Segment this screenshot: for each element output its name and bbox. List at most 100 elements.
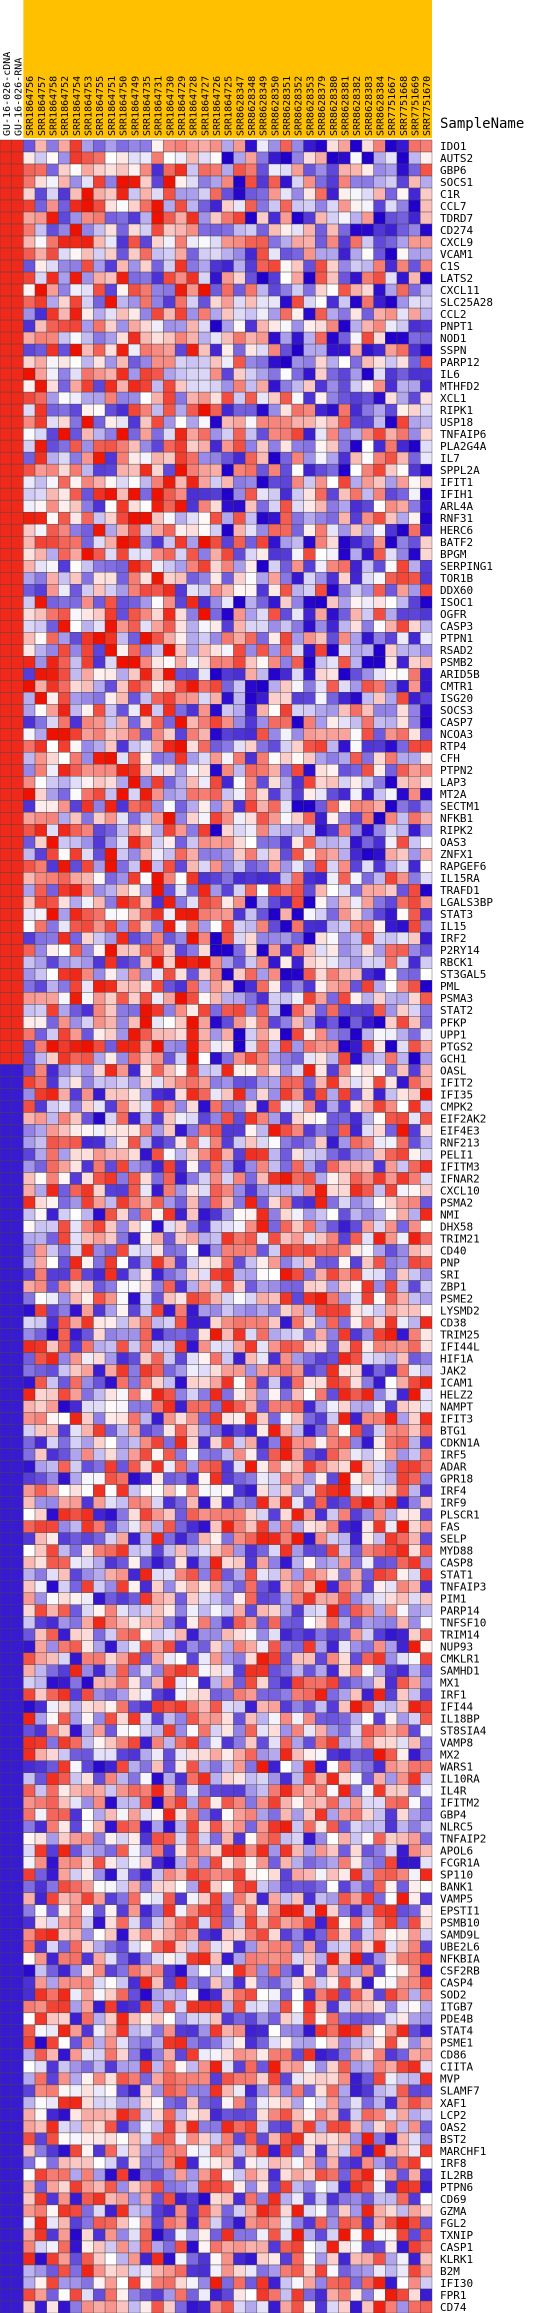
heatmap-cell <box>209 403 223 417</box>
heatmap-cell <box>244 1556 258 1569</box>
heatmap-cell <box>81 1304 94 1317</box>
heatmap-cell <box>315 415 328 429</box>
heatmap-cell <box>303 1676 316 1689</box>
heatmap-cell <box>139 1220 152 1233</box>
heatmap-cell <box>256 259 269 273</box>
heatmap-cell <box>69 1568 82 1581</box>
heatmap-cell <box>139 535 152 549</box>
heatmap-cell <box>0 956 12 969</box>
heatmap-cell <box>116 1340 129 1353</box>
heatmap-cell <box>81 704 94 717</box>
heatmap-cell <box>116 487 129 501</box>
heatmap-cell <box>256 836 269 849</box>
heatmap-cell <box>186 1208 199 1221</box>
heatmap-cell <box>233 776 246 789</box>
heatmap-cell <box>361 1172 374 1185</box>
heatmap-cell <box>209 1232 223 1245</box>
heatmap-cell <box>58 295 71 309</box>
heatmap-cell <box>233 1352 246 1365</box>
heatmap-cell <box>244 1424 258 1437</box>
heatmap-cell <box>303 992 316 1005</box>
heatmap-cell <box>93 403 106 417</box>
heatmap-cell <box>104 1520 117 1533</box>
heatmap-cell <box>350 1364 363 1377</box>
heatmap-cell <box>46 499 59 513</box>
heatmap-cell <box>315 247 328 261</box>
heatmap-cell <box>315 1088 328 1101</box>
heatmap-cell <box>139 415 152 429</box>
heatmap-cell <box>58 992 71 1005</box>
heatmap-cell <box>128 1412 141 1425</box>
heatmap-cell <box>315 680 328 693</box>
heatmap-cell <box>303 1196 316 1209</box>
heatmap-cell <box>280 812 293 825</box>
heatmap-cell <box>326 1244 339 1257</box>
heatmap-cell <box>408 1508 421 1521</box>
heatmap-cell <box>139 632 152 645</box>
heatmap-cell <box>291 932 304 945</box>
heatmap-cell <box>291 1424 304 1437</box>
heatmap-cell <box>291 1448 304 1461</box>
heatmap-cell <box>34 668 47 681</box>
heatmap-cell <box>256 163 269 177</box>
heatmap-cell <box>23 1340 36 1353</box>
heatmap-cell <box>139 1712 152 1725</box>
heatmap-cell <box>93 295 106 309</box>
heatmap-cell <box>69 391 82 405</box>
heatmap-cell <box>350 1508 363 1521</box>
heatmap-cell <box>303 367 316 381</box>
heatmap-cell <box>280 980 293 993</box>
heatmap-cell <box>69 1640 82 1653</box>
heatmap-cell <box>373 175 386 189</box>
heatmap-cell <box>280 175 293 189</box>
heatmap-cell <box>209 1460 223 1473</box>
heatmap-cell <box>408 776 421 789</box>
heatmap-cell <box>221 511 234 525</box>
heatmap-cell <box>163 463 176 477</box>
heatmap-cell <box>280 331 293 345</box>
heatmap-cell <box>244 896 258 909</box>
heatmap-cell <box>116 547 129 561</box>
heatmap-cell <box>338 1460 351 1473</box>
heatmap-cell <box>151 355 164 369</box>
heatmap-cell <box>280 535 293 549</box>
heatmap-cell <box>338 295 351 309</box>
heatmap-cell <box>291 980 304 993</box>
heatmap-cell <box>11 211 24 225</box>
heatmap-cell <box>116 1148 129 1161</box>
heatmap-cell <box>0 427 12 441</box>
heatmap-cell <box>116 1424 129 1437</box>
heatmap-cell <box>361 1196 374 1209</box>
heatmap-cell <box>291 175 304 189</box>
heatmap-cell <box>420 932 433 945</box>
heatmap-cell <box>34 1136 47 1149</box>
heatmap-cell <box>116 1616 129 1629</box>
heatmap-cell <box>128 175 141 189</box>
heatmap-cell <box>315 475 328 489</box>
heatmap-cell <box>46 1448 59 1461</box>
heatmap-cell <box>81 1496 94 1509</box>
heatmap-cell <box>69 1328 82 1341</box>
heatmap-cell <box>128 824 141 837</box>
heatmap-cell <box>291 487 304 501</box>
heatmap-cell <box>396 1568 409 1581</box>
heatmap-cell <box>256 572 269 585</box>
heatmap-cell <box>58 451 71 465</box>
heatmap-cell <box>408 752 421 765</box>
heatmap-cell <box>338 535 351 549</box>
heatmap-cell <box>81 1688 94 1701</box>
heatmap-cell <box>385 499 398 513</box>
heatmap-cell <box>315 1136 328 1149</box>
heatmap-cell <box>396 920 409 933</box>
heatmap-cell <box>291 704 304 717</box>
heatmap-cell <box>209 439 223 453</box>
heatmap-cell <box>104 608 117 621</box>
heatmap-cell <box>128 1268 141 1281</box>
heatmap-cell <box>116 788 129 801</box>
heatmap-cell <box>361 608 374 621</box>
heatmap-cell <box>104 1280 117 1293</box>
heatmap-cell <box>139 523 152 537</box>
heatmap-cell <box>268 271 281 285</box>
heatmap-cell <box>408 1328 421 1341</box>
heatmap-cell <box>350 295 363 309</box>
